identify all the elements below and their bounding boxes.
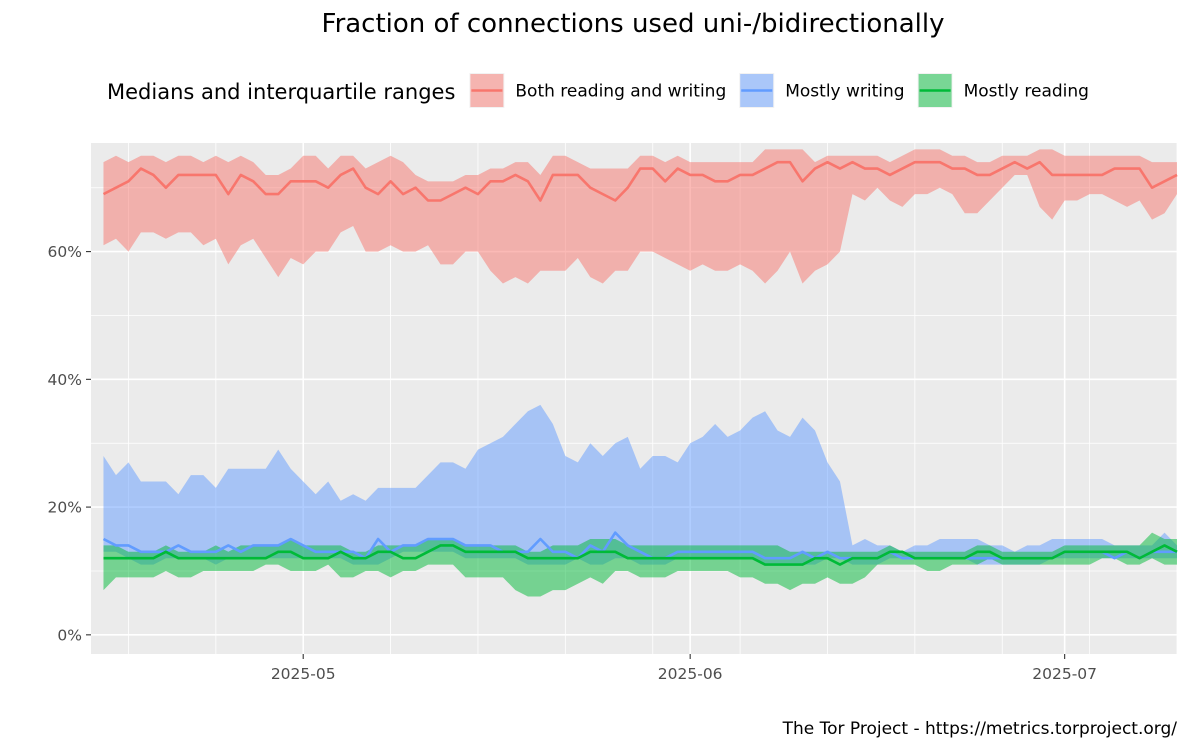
median-line-both-reading-and-writing xyxy=(102,160,1178,202)
median-line-mostly-writing xyxy=(102,531,1177,560)
median-lines xyxy=(102,160,1178,566)
legend-label: Mostly writing xyxy=(785,82,904,102)
median-line-mostly-reading xyxy=(103,544,1178,566)
x-tick-label: 2025-06 xyxy=(658,665,723,683)
legend-label: Both reading and writing xyxy=(515,82,726,102)
x-tick-label: 2025-05 xyxy=(271,665,336,683)
legend-item-mostly-writing: Mostly writing xyxy=(739,73,905,108)
chart-caption: The Tor Project - https://metrics.torpro… xyxy=(782,719,1178,739)
chart-title: Fraction of connections used uni-/bidire… xyxy=(322,9,945,39)
y-tick-label: 0% xyxy=(57,626,82,644)
y-axis: 0% 20% 40% 60% xyxy=(48,243,91,644)
legend: Medians and interquartile ranges Both re… xyxy=(107,73,1089,108)
y-tick-label: 40% xyxy=(48,371,82,389)
ribbon-mostly-writing xyxy=(103,404,1178,565)
y-tick-label: 20% xyxy=(48,499,82,517)
legend-item-both-reading-and-writing: Both reading and writing xyxy=(469,73,726,108)
x-axis: 2025-05 2025-06 2025-07 xyxy=(271,654,1097,683)
x-tick-label: 2025-07 xyxy=(1032,665,1097,683)
plot-area xyxy=(91,143,1178,654)
legend-item-mostly-reading: Mostly reading xyxy=(917,73,1089,108)
y-tick-label: 60% xyxy=(48,243,82,261)
legend-title: Medians and interquartile ranges xyxy=(107,80,455,104)
legend-label: Mostly reading xyxy=(964,82,1089,102)
ribbon-both-reading-and-writing xyxy=(103,149,1178,284)
